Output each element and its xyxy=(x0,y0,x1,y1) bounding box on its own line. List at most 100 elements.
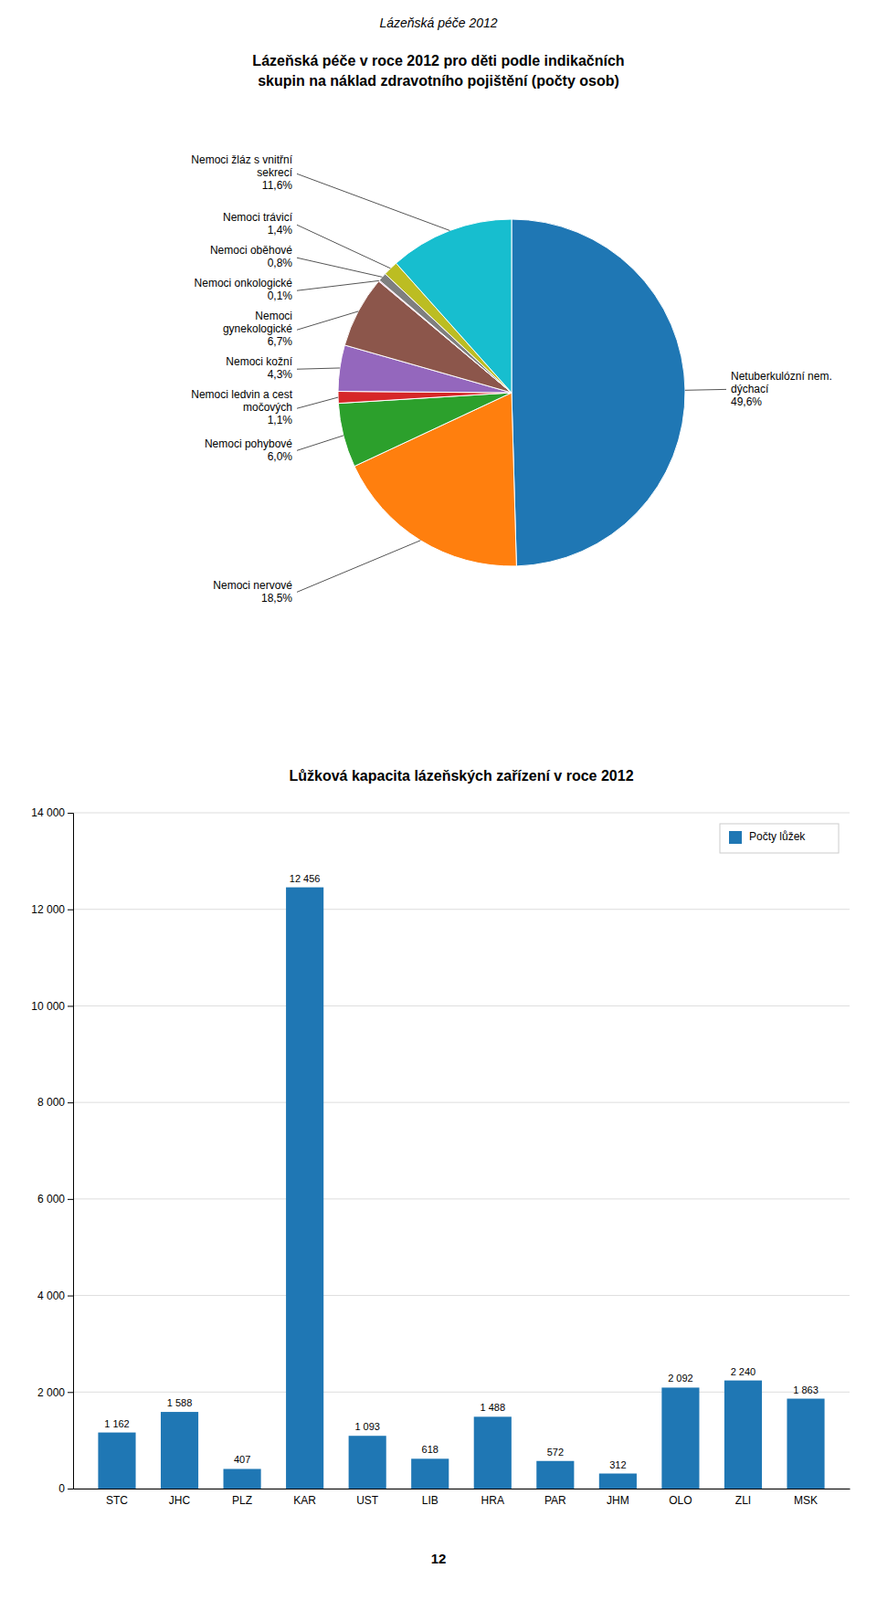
leader-line xyxy=(296,173,450,231)
y-tick: 8 000 xyxy=(37,1096,74,1110)
bar-value-labels: 1 1621 58840712 4561 0936181 4885723122 … xyxy=(104,873,819,1471)
slice-value-label: 18,5% xyxy=(261,591,293,605)
grid-line xyxy=(73,1005,850,1007)
y-tick-mark xyxy=(67,1489,74,1490)
y-tick: 10 000 xyxy=(31,1000,74,1014)
bar xyxy=(599,1474,637,1490)
x-tick: OLO xyxy=(668,1494,692,1508)
y-tick: 14 000 xyxy=(31,806,74,820)
bar-value-label: 2 092 xyxy=(667,1373,694,1385)
bar-value-label: 1 488 xyxy=(480,1402,507,1414)
slice-label-line: Nemoci xyxy=(254,309,293,323)
pie-slice xyxy=(338,392,512,467)
x-tick: PAR xyxy=(544,1494,567,1508)
bar xyxy=(724,1381,762,1490)
slice-label-line: dýchací xyxy=(730,382,770,396)
slice-value-label: 0,8% xyxy=(267,256,294,270)
x-tick: KAR xyxy=(293,1494,317,1508)
bar-value-label: 618 xyxy=(422,1444,439,1456)
x-axis-line xyxy=(73,1489,851,1490)
x-axis: STCJHCPLZKARUSTLIBHRAPARJHMOLOZLIMSK xyxy=(73,1489,851,1508)
bar xyxy=(97,1433,136,1490)
y-tick-label: 4 000 xyxy=(37,1289,65,1303)
leader-line xyxy=(296,540,421,593)
y-tick: 2 000 xyxy=(37,1386,74,1400)
y-tick-label: 12 000 xyxy=(31,903,65,917)
slice-value-label: 6,0% xyxy=(267,450,294,464)
y-tick-label: 14 000 xyxy=(31,806,65,820)
y-tick-mark xyxy=(67,909,74,911)
slice-label-line: Nemoci oběhové xyxy=(210,243,293,257)
grid-line xyxy=(73,1295,850,1297)
x-tick-label: OLO xyxy=(668,1494,692,1508)
chart-title: Lůžková kapacita lázeňských zařízení v r… xyxy=(288,768,634,784)
slice-label-line: Nemoci pohybové xyxy=(204,437,293,451)
bar xyxy=(661,1387,699,1490)
page-number: 12 xyxy=(431,1551,447,1567)
y-tick-mark xyxy=(67,1392,74,1394)
bar xyxy=(786,1399,825,1490)
slice-label: Nemoci kožní xyxy=(225,355,293,369)
leader-line xyxy=(296,368,340,370)
pie-slice xyxy=(396,219,512,393)
x-tick-label: LIB xyxy=(422,1494,439,1508)
slice-value-label: 4,3% xyxy=(267,368,294,381)
grid-line xyxy=(73,1198,850,1200)
bar-value-label: 572 xyxy=(547,1447,564,1459)
bar-value-label: 312 xyxy=(609,1459,626,1471)
slice-label-line: Nemoci ledvin a cest xyxy=(190,388,293,402)
y-tick: 4 000 xyxy=(37,1289,74,1303)
pie-slice xyxy=(511,219,686,567)
y-tick: 12 000 xyxy=(31,903,74,917)
y-axis-line xyxy=(67,813,74,1490)
x-tick-label: ZLI xyxy=(735,1494,751,1508)
bar xyxy=(160,1412,199,1490)
y-axis: 02 0004 0006 0008 00010 00012 00014 000 xyxy=(31,806,74,1496)
x-tick: UST xyxy=(356,1494,380,1508)
bar xyxy=(536,1461,574,1490)
bars xyxy=(97,887,825,1490)
x-tick: STC xyxy=(105,1494,128,1508)
x-tick-label: UST xyxy=(356,1494,380,1508)
bar xyxy=(285,887,324,1490)
pie-labels: Netuberkulózní nem.dýchací49,6%Nemoci ne… xyxy=(190,153,832,604)
slice-label-line: gynekologické xyxy=(222,322,293,336)
slice-label: Nemoci nervové xyxy=(212,579,293,592)
slice-label-line: Nemoci nervové xyxy=(212,579,293,592)
y-tick-label: 2 000 xyxy=(37,1386,65,1400)
bar xyxy=(474,1416,512,1490)
bar-chart: Lůžková kapacita lázeňských zařízení v r… xyxy=(31,768,850,1508)
x-tick: JHC xyxy=(169,1494,191,1508)
slice-value-label: 0,1% xyxy=(267,289,294,303)
pie-chart: Lázeňská péče v roce 2012 pro děti podle… xyxy=(190,52,832,605)
slice-label: Nemoci trávicí xyxy=(222,211,294,224)
legend-frame xyxy=(719,824,839,854)
bar-value-label: 1 162 xyxy=(104,1418,130,1430)
x-tick-label: KAR xyxy=(293,1494,317,1508)
leader-line xyxy=(296,435,344,451)
slice-label: Nemoci ledvin a cestmočových xyxy=(190,388,293,414)
x-tick-label: MSK xyxy=(793,1494,818,1508)
slice-label-line: Nemoci kožní xyxy=(225,355,293,369)
slice-label-line: Nemoci trávicí xyxy=(222,211,294,224)
x-tick: ZLI xyxy=(735,1494,751,1508)
grid-line xyxy=(73,813,850,814)
legend: Počty lůžek xyxy=(719,824,839,854)
x-tick-label: PLZ xyxy=(232,1494,253,1508)
legend-swatch xyxy=(729,831,742,845)
bar-value-label: 2 240 xyxy=(730,1366,757,1378)
slice-label-line: sekrecí xyxy=(256,166,293,180)
leader-line xyxy=(296,397,339,409)
slice-label: Nemoci pohybové xyxy=(204,437,293,451)
leader-line xyxy=(685,389,727,391)
slice-value-label: 1,1% xyxy=(267,413,294,427)
y-tick: 0 xyxy=(58,1482,74,1496)
y-tick-mark xyxy=(67,1199,74,1201)
pie-slice xyxy=(338,391,512,404)
slice-label: Nemoci oběhové xyxy=(210,243,293,257)
chart-subtitle: skupin na náklad zdravotního pojištění (… xyxy=(257,73,620,89)
slice-value-label: 11,6% xyxy=(262,179,293,192)
bar-value-label: 407 xyxy=(233,1454,251,1466)
slice-value-label: 49,6% xyxy=(730,395,762,409)
y-tick-label: 8 000 xyxy=(37,1096,65,1110)
